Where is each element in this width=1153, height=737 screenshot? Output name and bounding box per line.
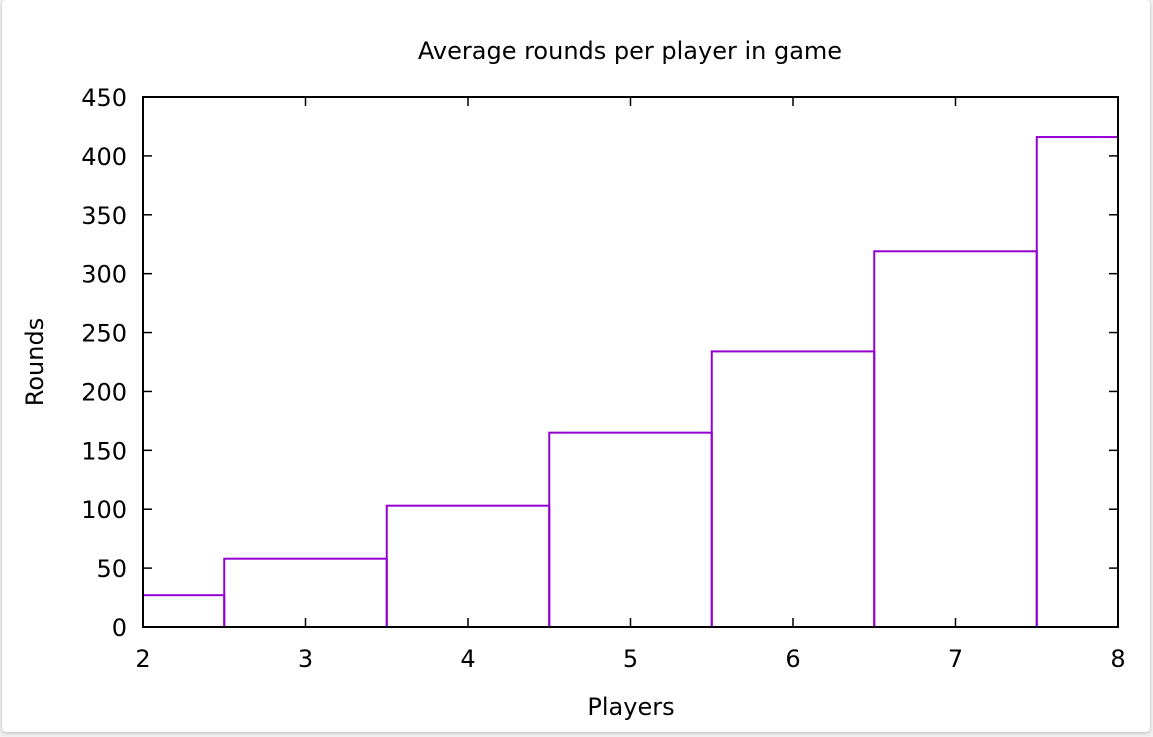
y-tick-label: 450 bbox=[81, 84, 127, 112]
y-tick-label: 300 bbox=[81, 261, 127, 289]
y-tick-label: 50 bbox=[96, 555, 127, 583]
bar-4 bbox=[385, 504, 551, 629]
x-tick-label: 8 bbox=[1110, 645, 1125, 673]
y-tick-label: 200 bbox=[81, 378, 127, 406]
bar-3 bbox=[223, 557, 388, 629]
y-tick-label: 350 bbox=[81, 202, 127, 230]
axes-group: 0 50 100 150 200 250 300 350 400 450 2 3 4 5 6 7 8 bbox=[81, 84, 1125, 673]
y-tick-label: 0 bbox=[112, 614, 127, 642]
bar-7 bbox=[873, 250, 1038, 629]
x-tick-label: 3 bbox=[298, 645, 313, 673]
chart-title: Average rounds per player in game bbox=[418, 37, 842, 65]
x-axis-label: Players bbox=[587, 693, 674, 721]
bar-6 bbox=[710, 350, 876, 628]
y-tick-label: 100 bbox=[81, 496, 127, 524]
y-tick-label: 250 bbox=[81, 320, 127, 348]
x-tick-label: 7 bbox=[948, 645, 963, 673]
bar-2 bbox=[142, 594, 226, 629]
bar-8 bbox=[1035, 136, 1119, 629]
y-axis-label: Rounds bbox=[21, 318, 49, 406]
plot-border bbox=[142, 96, 1119, 628]
y-tick-label: 400 bbox=[81, 143, 127, 171]
x-tick-label: 5 bbox=[623, 645, 638, 673]
x-tick-label: 6 bbox=[785, 645, 800, 673]
x-tick-label: 2 bbox=[135, 645, 150, 673]
y-tick-label: 150 bbox=[81, 437, 127, 465]
bars-group bbox=[142, 136, 1119, 629]
bar-5 bbox=[548, 431, 713, 628]
x-tick-label: 4 bbox=[460, 645, 475, 673]
